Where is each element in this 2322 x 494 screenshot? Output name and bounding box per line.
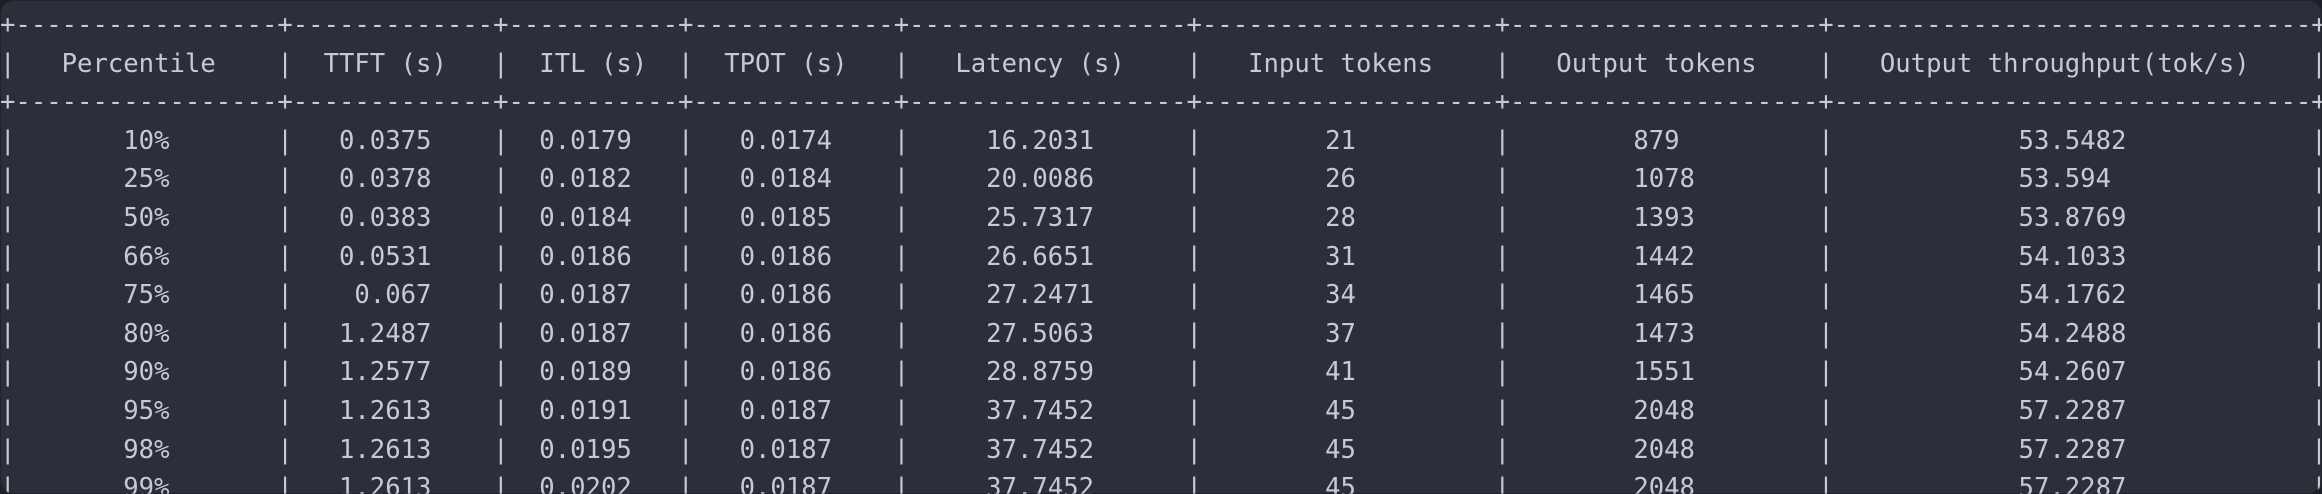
benchmark-percentile-table: +-----------------+-------------+-------… xyxy=(0,10,2322,494)
